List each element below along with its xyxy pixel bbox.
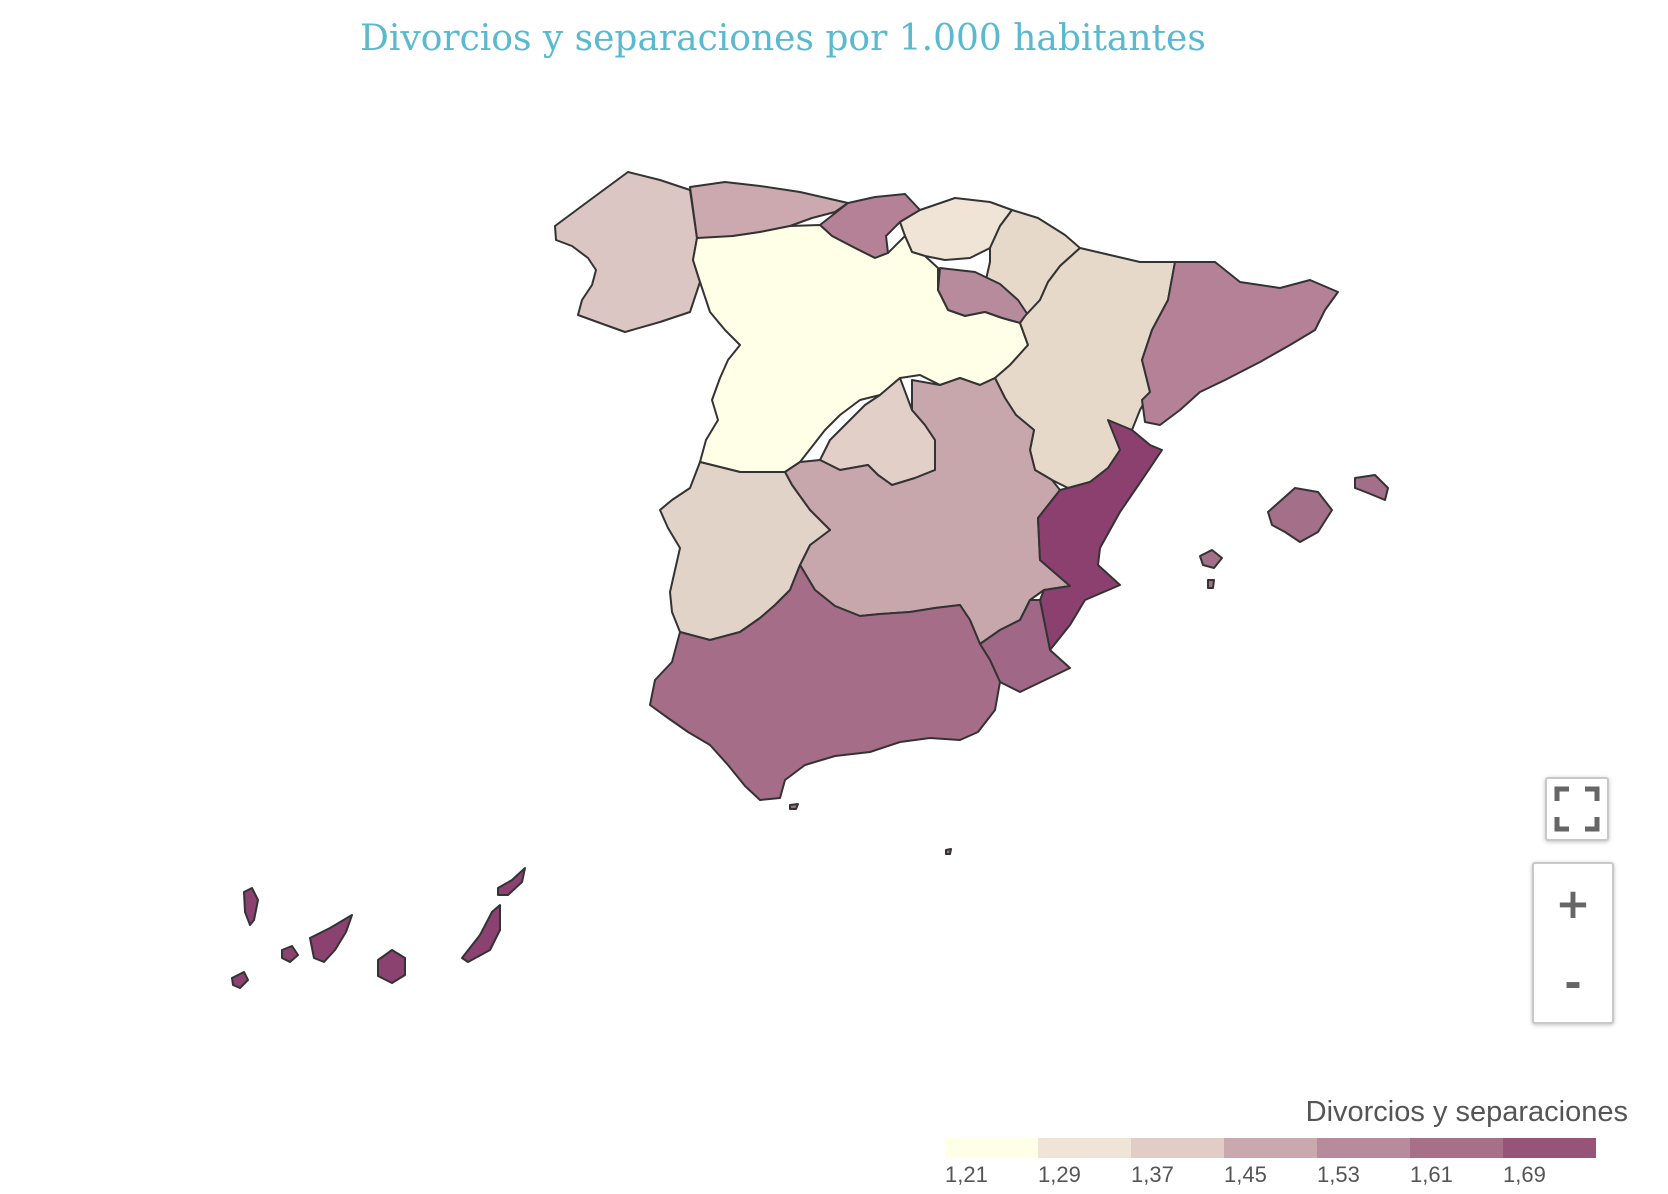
- zoom-in-button[interactable]: +: [1555, 879, 1591, 928]
- legend-tick-label: 1,45: [1224, 1162, 1267, 1187]
- region-cataluna[interactable]: [1141, 261, 1339, 426]
- legend-swatch: [1503, 1138, 1596, 1158]
- legend-tick-label: 1,53: [1317, 1162, 1360, 1187]
- region-canarias-la-palma[interactable]: [243, 887, 259, 926]
- legend-swatch: [1224, 1138, 1317, 1158]
- region-canarias-fuerteventura[interactable]: [461, 904, 501, 963]
- legend-swatch: [945, 1138, 1038, 1158]
- fullscreen-button[interactable]: [1545, 777, 1609, 841]
- zoom-out-button[interactable]: -: [1564, 958, 1582, 1007]
- region-canarias-lanzarote[interactable]: [497, 867, 526, 896]
- region-canarias-el-hierro[interactable]: [231, 971, 249, 989]
- region-canarias-tenerife[interactable]: [309, 914, 353, 963]
- legend-tick-label: 1,29: [1038, 1162, 1081, 1187]
- region-andalucia[interactable]: [649, 564, 1001, 801]
- map-title: Divorcios y separaciones por 1.000 habit…: [360, 18, 1206, 59]
- region-galicia[interactable]: [554, 171, 701, 333]
- region-baleares-ibiza[interactable]: [1199, 549, 1223, 569]
- region-baleares-mallorca[interactable]: [1267, 487, 1333, 543]
- legend-swatch: [1317, 1138, 1410, 1158]
- region-baleares-menorca[interactable]: [1354, 474, 1389, 501]
- legend-tick-label: 1,21: [945, 1162, 988, 1187]
- legend-tick-label: 1,37: [1131, 1162, 1174, 1187]
- legend-tick-label: 1,69: [1503, 1162, 1546, 1187]
- legend-title: Divorcios y separaciones: [1305, 1096, 1628, 1128]
- region-baleares-formentera[interactable]: [1207, 579, 1215, 589]
- legend-swatch: [1131, 1138, 1224, 1158]
- legend-tick-label: 1,61: [1410, 1162, 1453, 1187]
- region-canarias-la-gomera[interactable]: [281, 945, 299, 963]
- fullscreen-icon: [1554, 786, 1600, 832]
- region-comunidad-valenciana[interactable]: [1037, 419, 1163, 651]
- legend-swatch: [1038, 1138, 1131, 1158]
- legend-swatch: [1410, 1138, 1503, 1158]
- region-canarias-gran-canaria[interactable]: [377, 949, 406, 984]
- region-ceuta[interactable]: [789, 803, 799, 810]
- legend-color-scale: [945, 1138, 1596, 1158]
- zoom-control: + -: [1532, 862, 1614, 1024]
- region-melilla[interactable]: [945, 848, 952, 855]
